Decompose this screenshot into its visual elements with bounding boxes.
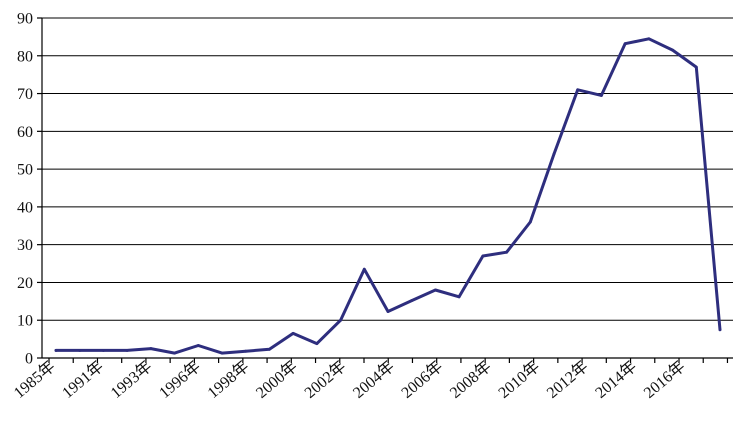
data-point [552, 152, 556, 156]
data-point [505, 250, 508, 254]
data-point [434, 288, 437, 292]
data-point [102, 349, 105, 352]
data-point [54, 349, 58, 352]
data-point [291, 332, 295, 335]
data-point [528, 220, 532, 224]
data-point [576, 88, 580, 92]
data-point [315, 342, 319, 346]
x-tick-label: 1985年 [10, 357, 58, 402]
x-tick-label: 2012年 [543, 357, 591, 402]
data-point [362, 267, 366, 271]
x-tick-label: 2008年 [446, 357, 494, 402]
x-tick-label: 1996年 [156, 357, 204, 402]
data-point [196, 344, 200, 347]
x-tick-label: 2010年 [495, 357, 543, 402]
data-point [481, 254, 485, 258]
y-tick-label: 60 [17, 124, 33, 141]
x-tick-label: 2006年 [398, 357, 446, 402]
gridlines [42, 17, 733, 321]
y-tick-label: 70 [17, 86, 33, 103]
data-point [623, 42, 627, 46]
y-tick-label: 40 [17, 199, 33, 216]
data-point [125, 349, 129, 352]
data-point [647, 37, 651, 41]
x-tick-label: 1998年 [204, 357, 252, 402]
y-tick-label: 30 [17, 237, 33, 254]
x-tick-label: 2004年 [349, 357, 397, 402]
data-point [694, 65, 698, 69]
data-point [78, 349, 82, 352]
x-tick-label: 1993年 [107, 357, 155, 402]
x-tick-label: 2014年 [592, 357, 640, 402]
data-point [600, 94, 603, 97]
x-axis-ticks: 1985年 1991年 1993年 1996年 1998年 2000年 2002年 2004年… [10, 357, 729, 402]
x-tick-label: 1991年 [59, 357, 107, 402]
data-point [220, 351, 224, 355]
data-point [386, 310, 390, 313]
series-group [54, 37, 722, 355]
y-tick-label: 50 [17, 162, 33, 179]
x-tick-label: 2000年 [253, 357, 301, 402]
data-point [268, 347, 271, 351]
y-tick-label: 90 [17, 11, 33, 28]
series-line [54, 37, 722, 355]
y-tick-label: 80 [17, 48, 33, 65]
axes [41, 18, 733, 359]
y-axis-ticks: 0 10 20 30 40 50 60 70 80 90 [17, 11, 42, 368]
data-point [718, 328, 722, 332]
data-point [410, 299, 414, 302]
data-point [244, 349, 248, 353]
x-tick-label: 2002年 [301, 357, 349, 402]
data-point [457, 295, 461, 299]
y-tick-label: 10 [17, 313, 33, 330]
data-point [339, 318, 342, 322]
data-point [149, 347, 153, 350]
x-tick-label: 2016年 [640, 357, 688, 402]
y-tick-label: 0 [25, 351, 33, 368]
data-point [173, 351, 176, 355]
data-point [671, 48, 674, 52]
y-tick-label: 20 [17, 275, 33, 292]
